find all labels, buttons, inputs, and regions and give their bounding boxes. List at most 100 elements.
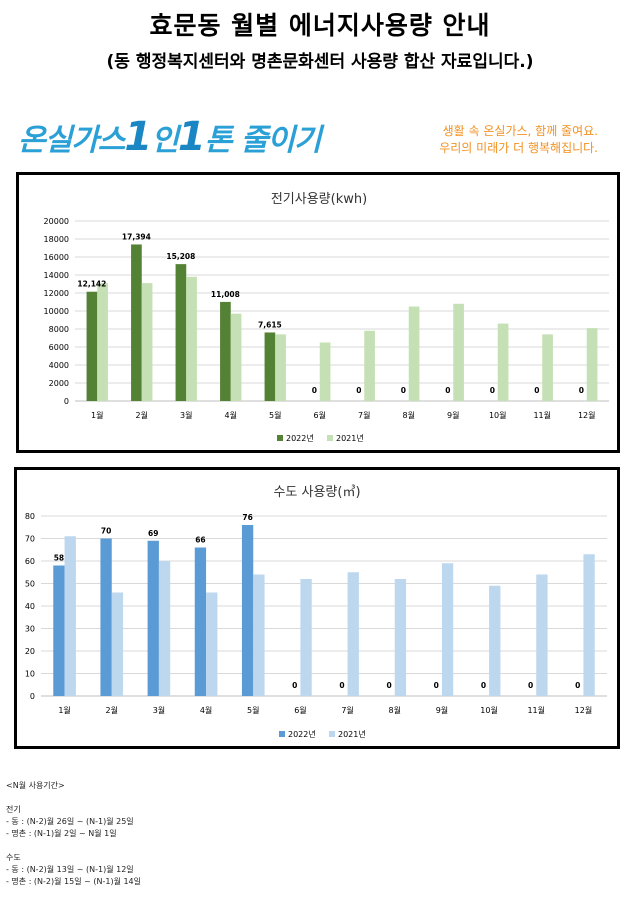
bar-previous [441,563,454,696]
x-tick-label: 5월 [247,705,259,715]
tagline-line2: 우리의 미래가 더 행복해집니다. [439,141,598,155]
data-label: 76 [242,513,252,522]
data-label: 0 [339,681,344,690]
tagline-line1: 생활 속 온실가스, 함께 줄여요. [442,124,598,138]
y-tick-label: 14000 [44,271,69,280]
data-label: 66 [195,536,205,545]
x-tick-label: 10월 [480,705,498,715]
bar-previous [453,303,464,401]
x-tick-label: 2월 [136,410,148,420]
bar-previous [97,283,108,401]
chart-title: 전기사용량(kwh) [271,192,367,207]
legend-label: 2021년 [336,433,364,443]
bar-previous [319,342,331,401]
data-label: 0 [356,386,361,395]
data-label: 0 [481,681,486,690]
y-tick-label: 80 [25,512,35,521]
x-tick-label: 8월 [389,705,401,715]
y-tick-label: 2000 [49,379,69,388]
data-label: 0 [434,681,439,690]
legend-swatch [279,731,285,737]
bar-previous [583,554,595,696]
data-label: 0 [292,681,297,690]
bar-current [86,291,98,401]
x-tick-label: 8월 [403,410,415,420]
bar-current [194,547,207,696]
data-label: 0 [401,386,406,395]
x-tick-label: 3월 [153,705,165,715]
bar-previous [394,579,407,696]
campaign-logo: 온실가스1인1톤 줄이기 [18,114,322,160]
y-tick-label: 16000 [44,253,69,262]
campaign-tagline: 생활 속 온실가스, 함께 줄여요. 우리의 미래가 더 행복해집니다. [439,123,598,157]
usage-period-notes: <N월 사용기간> 전기 - 동 : (N-2)월 26일 ~ (N-1)월 2… [6,780,141,888]
x-tick-label: 11월 [533,410,551,420]
bar-previous [186,276,197,401]
x-tick-label: 7월 [341,705,353,715]
x-tick-label: 6월 [314,410,326,420]
x-tick-label: 9월 [436,705,448,715]
notes-water-line1: - 동 : (N-2)월 13일 ~ (N-1)월 12일 [6,865,134,874]
bar-current [220,301,231,401]
x-tick-label: 12월 [575,705,593,715]
data-label: 11,008 [211,290,240,299]
bar-previous [230,313,242,401]
legend-swatch [277,435,283,441]
bar-previous [408,306,420,401]
data-label: 58 [54,554,64,563]
data-label: 69 [148,529,158,538]
data-label: 0 [528,681,533,690]
y-tick-label: 10 [25,670,35,679]
notes-elec-title: 전기 [6,805,21,814]
data-label: 0 [579,386,584,395]
y-tick-label: 20 [25,647,35,656]
notes-water-title: 수도 [6,853,21,862]
notes-elec-line2: - 명촌 : (N-1)월 2일 ~ N월 1일 [6,829,117,838]
x-tick-label: 4월 [200,705,212,715]
y-tick-label: 40 [25,602,35,611]
data-label: 17,394 [122,232,151,241]
x-tick-label: 1월 [91,410,103,420]
y-tick-label: 6000 [49,343,69,352]
water-chart: 수도 사용량(㎥) 0 10 20 30 40 50 60 70 80 58 1월 70 2월 69 3월 66… [25,485,607,739]
y-tick-label: 20000 [44,217,69,226]
bar-current [175,264,187,401]
bar-previous [111,592,124,696]
slogan-part3: 톤 줄이기 [204,123,322,158]
legend-label: 2022년 [288,729,316,739]
y-tick-label: 70 [25,535,35,544]
bar-previous [253,574,265,696]
y-tick-label: 8000 [49,325,69,334]
x-tick-label: 9월 [447,410,459,420]
data-label: 0 [534,386,539,395]
x-tick-label: 3월 [180,410,192,420]
bar-previous [536,574,548,696]
x-tick-label: 10월 [489,410,507,420]
bar-current [264,332,276,401]
y-tick-label: 4000 [49,361,69,370]
x-tick-label: 5월 [269,410,281,420]
y-tick-label: 60 [25,557,35,566]
bar-previous [542,334,553,401]
bar-previous [364,330,375,401]
slogan-num2: 1 [177,114,206,160]
x-tick-label: 7월 [358,410,370,420]
data-label: 70 [101,527,111,536]
notes-elec-line1: - 동 : (N-2)월 26일 ~ (N-1)월 25일 [6,817,134,826]
y-tick-label: 30 [25,625,35,634]
data-label: 0 [312,386,317,395]
water-chart-panel: 수도 사용량(㎥) 0 10 20 30 40 50 60 70 80 58 1월 70 2월 69 3월 66… [14,467,620,749]
data-label: 0 [445,386,450,395]
y-tick-label: 10000 [44,307,69,316]
bar-previous [158,561,171,696]
x-tick-label: 11월 [527,705,545,715]
bar-previous [300,579,312,696]
bar-previous [275,334,286,401]
bar-previous [206,592,218,696]
chart-title: 수도 사용량(㎥) [273,485,360,500]
legend-swatch [327,435,333,441]
slogan-part2: 인 [151,123,179,158]
bar-current [147,540,159,696]
notes-period-title: <N월 사용기간> [6,781,65,790]
data-label: 15,208 [166,252,195,261]
